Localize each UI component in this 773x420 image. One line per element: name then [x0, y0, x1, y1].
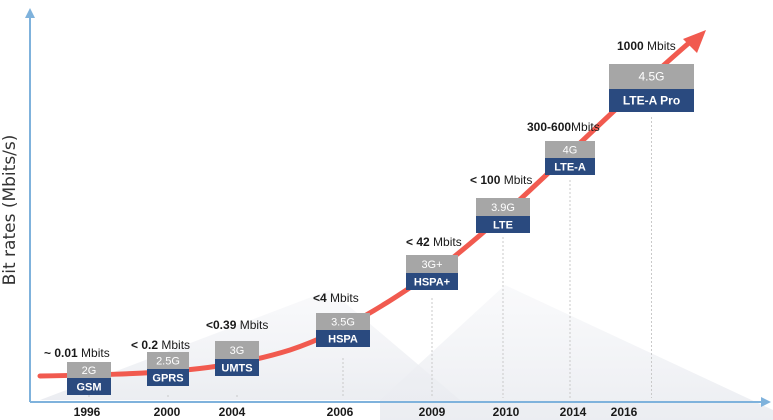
technology-label: HSPA	[328, 334, 358, 346]
year-tick-2016: 2016	[611, 405, 638, 419]
x-axis-arrow	[761, 397, 771, 407]
rate-label-2014: 300-600Mbits	[527, 120, 600, 134]
year-tick-2000: 2000	[154, 405, 181, 419]
year-tick-2004: 2004	[219, 405, 246, 419]
technology-box-LTE-A	[545, 158, 595, 175]
year-tick-2010: 2010	[493, 405, 520, 419]
rate-label-2006: <4 Mbits	[313, 291, 359, 305]
rate-label-2016: 1000 Mbits	[617, 39, 676, 53]
rate-label-1996: ~ 0.01 Mbits	[44, 346, 110, 360]
rate-label-2010: < 100 Mbits	[470, 173, 532, 187]
technology-box-LTE-A Pro	[609, 89, 694, 112]
generation-box-2G	[67, 362, 111, 378]
year-tick-2014: 2014	[560, 405, 587, 419]
generation-label: 2.5G	[156, 356, 180, 368]
trend-arrowhead	[683, 30, 706, 53]
year-tick-2009: 2009	[419, 405, 446, 419]
generation-label: 4G	[563, 145, 578, 157]
generation-label: 3.5G	[331, 317, 355, 329]
generation-box-3.9G	[476, 198, 530, 216]
technology-box-UMTS	[215, 359, 259, 376]
technology-box-GPRS	[147, 369, 189, 386]
generation-label: 3G	[230, 345, 245, 357]
generation-label: 3.9G	[491, 202, 515, 214]
y-axis-arrow	[25, 8, 35, 18]
generation-box-4G	[545, 141, 595, 158]
technology-label: GSM	[76, 382, 101, 394]
technology-label: UMTS	[221, 363, 252, 375]
rate-label-2009: < 42 Mbits	[406, 235, 462, 249]
technology-box-HSPA+	[406, 273, 458, 290]
technology-label: LTE-A	[554, 162, 586, 174]
generation-box-3.5G	[316, 313, 370, 330]
rate-label-2004: <0.39 Mbits	[206, 318, 268, 332]
generation-label: 3G+	[421, 259, 442, 271]
technology-box-GSM	[67, 378, 111, 395]
technology-label: LTE	[493, 220, 513, 232]
rate-label-2000: < 0.2 Mbits	[131, 338, 190, 352]
technology-label: HSPA+	[414, 277, 450, 289]
generation-box-4.5G	[609, 64, 694, 89]
trend-curve-group	[37, 30, 706, 379]
y-axis-label: Bit rates (Mbits/s)	[0, 135, 20, 286]
technology-label: LTE-A Pro	[623, 94, 680, 108]
generation-box-3G+	[406, 255, 458, 273]
generation-box-2.5G	[147, 352, 189, 369]
generation-label: 2G	[82, 365, 97, 377]
technology-label: GPRS	[152, 373, 183, 385]
year-tick-2006: 2006	[327, 405, 354, 419]
background-shape-right	[380, 285, 773, 420]
generation-label: 4.5G	[638, 70, 664, 84]
year-tick-1996: 1996	[74, 405, 101, 419]
technology-box-LTE	[476, 216, 530, 233]
technology-box-HSPA	[316, 330, 370, 347]
generation-box-3G	[215, 341, 259, 359]
data-marks: 2G GSM ~ 0.01 Mbits 1996 2.5G GPRS < 0.2 Mbits…	[44, 39, 694, 419]
guide-lines	[88, 117, 652, 398]
